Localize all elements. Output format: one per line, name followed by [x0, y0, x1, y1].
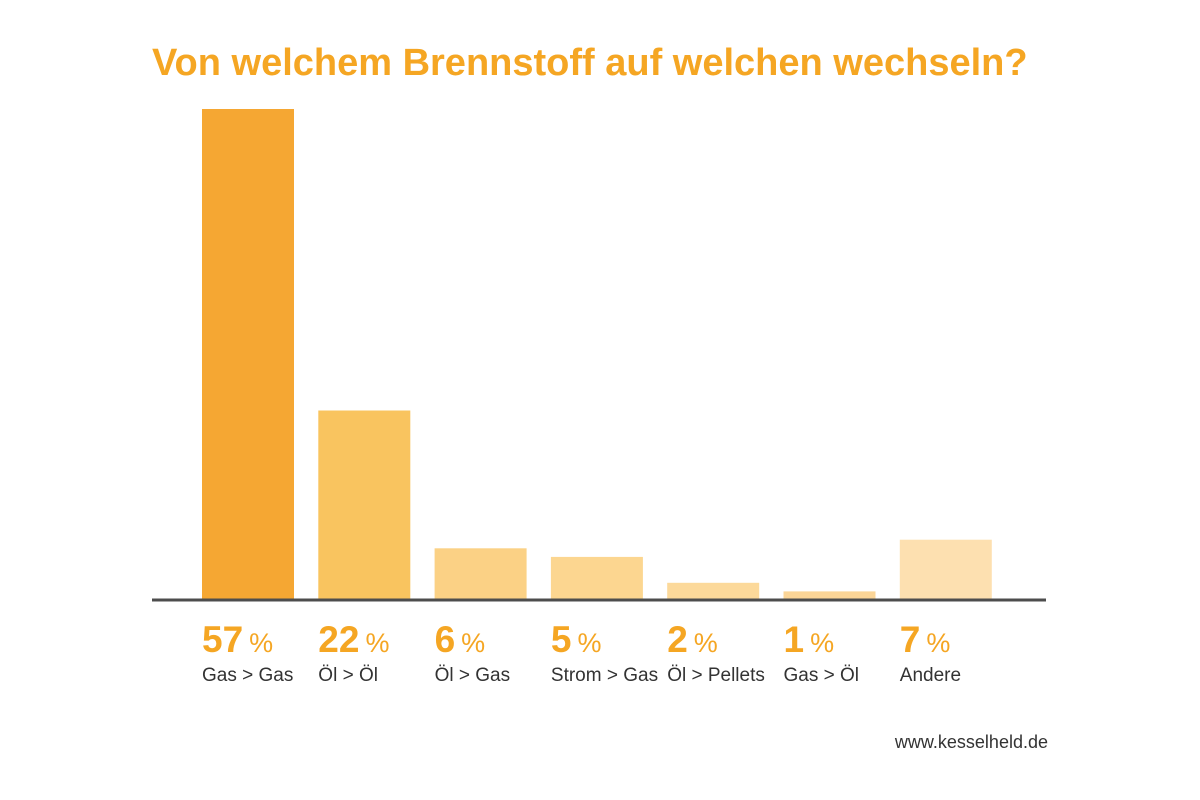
- value-label: 7%: [900, 619, 951, 660]
- bars-group: [202, 109, 992, 600]
- chart-title: Von welchem Brennstoff auf welchen wechs…: [152, 42, 1028, 84]
- category-label: Gas > Gas: [202, 665, 293, 686]
- category-label: Öl > Gas: [435, 665, 511, 686]
- value-label: 1%: [784, 619, 835, 660]
- category-label: Andere: [900, 665, 961, 686]
- bar: [899, 539, 992, 600]
- value-label: 6%: [435, 619, 486, 660]
- bar: [783, 591, 876, 600]
- value-label: 5%: [551, 619, 602, 660]
- category-label: Strom > Gas: [551, 665, 658, 686]
- bar: [202, 109, 294, 600]
- category-label: Öl > Pellets: [667, 665, 765, 686]
- footer-url: www.kesselheld.de: [894, 732, 1048, 752]
- bar: [434, 548, 527, 600]
- bar: [667, 582, 760, 600]
- value-label: 57%: [202, 619, 273, 660]
- value-label: 2%: [667, 619, 718, 660]
- category-label: Öl > Öl: [318, 665, 378, 686]
- category-label: Gas > Öl: [784, 665, 860, 686]
- value-label: 22%: [318, 619, 389, 660]
- bar: [550, 556, 643, 600]
- labels-group: 57 % Gas > Gas 22 % Öl > Öl 6 % Öl > Gas 5 % Strom …: [202, 619, 961, 686]
- bar: [318, 410, 411, 600]
